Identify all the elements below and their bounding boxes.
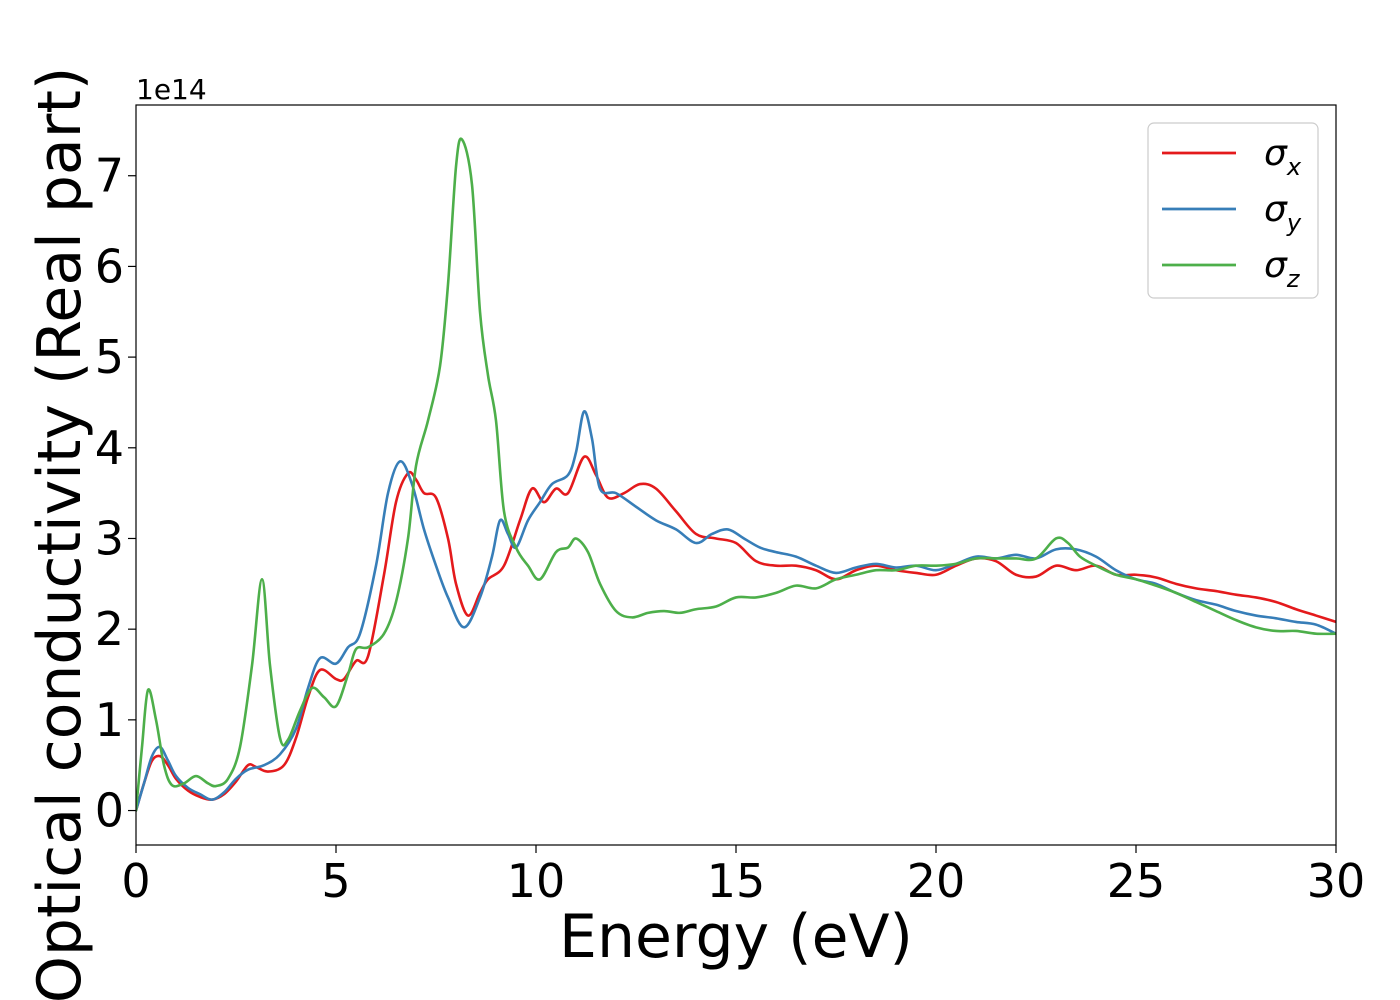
legend-entry-sigma-y: σy [1162,189,1302,237]
legend-entry-sigma-z: σz [1162,245,1301,293]
legend-entry-sigma-x: σx [1162,133,1302,181]
y-tick-label: 2 [95,602,124,656]
x-axis-ticks: 0 5 10 15 20 25 30 [121,845,1365,908]
legend-label: σy [1264,189,1302,237]
y-tick-label: 4 [95,421,124,475]
legend-box [1147,122,1319,299]
y-axis-label: Optical conductivity (Real part) [25,67,95,1000]
y-tick-label: 6 [95,239,124,293]
x-tick-label: 25 [1107,854,1166,908]
series-layer [136,137,1336,812]
y-tick-label: 5 [95,330,124,384]
legend-label: σx [1264,133,1302,181]
y-axis-ticks: 0 1 2 3 4 5 6 7 [95,149,136,838]
y-tick-label: 3 [95,511,124,565]
series-line-sigma-x [136,455,1336,812]
legend-label: σz [1264,245,1301,293]
x-tick-label: 10 [507,854,566,908]
y-tick-label: 1 [95,693,124,747]
legend: σx σy σz [1147,122,1319,299]
series-line-sigma-y [136,410,1336,812]
x-tick-label: 20 [907,854,966,908]
x-axis-label: Energy (eV) [559,902,913,972]
y-axis-offset-label: 1e14 [136,73,207,106]
series-line-sigma-z [136,137,1336,812]
x-tick-label: 5 [321,854,350,908]
x-tick-label: 15 [707,854,766,908]
x-tick-label: 30 [1307,854,1366,908]
y-tick-label: 7 [95,149,124,203]
x-tick-label: 0 [121,854,150,908]
y-tick-label: 0 [95,784,124,838]
